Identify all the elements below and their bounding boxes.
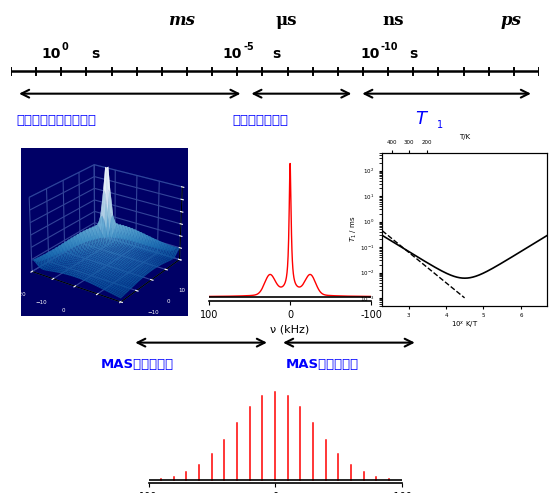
Text: MASスペクトル: MASスペクトル	[285, 358, 359, 371]
Text: $T$: $T$	[415, 110, 429, 128]
Text: 10: 10	[360, 47, 379, 61]
Text: s: s	[91, 47, 99, 61]
Text: $_1$: $_1$	[436, 117, 443, 131]
Text: MASスペクトル: MASスペクトル	[101, 358, 174, 371]
Text: s: s	[410, 47, 418, 61]
Text: ms: ms	[168, 11, 195, 29]
Text: μs: μs	[275, 11, 297, 29]
Text: ns: ns	[382, 11, 404, 29]
Text: 二次元交換スペクトル: 二次元交換スペクトル	[16, 114, 96, 127]
Text: s: s	[272, 47, 280, 61]
Text: -5: -5	[243, 42, 254, 52]
Text: 10: 10	[223, 47, 242, 61]
Text: -10: -10	[381, 42, 398, 52]
Y-axis label: $T_1$ / ms: $T_1$ / ms	[349, 216, 359, 243]
Text: 広幅スペクトル: 広幅スペクトル	[233, 114, 289, 127]
X-axis label: T/K: T/K	[459, 134, 470, 140]
X-axis label: $10^x$ K/T: $10^x$ K/T	[451, 319, 478, 331]
Text: ν (kHz): ν (kHz)	[271, 324, 310, 334]
Text: 10: 10	[41, 47, 60, 61]
Text: ps: ps	[501, 11, 522, 29]
Text: 0: 0	[62, 42, 68, 52]
